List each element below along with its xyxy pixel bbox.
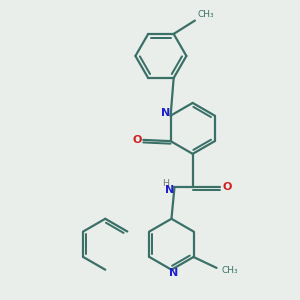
Text: N: N <box>169 268 178 278</box>
Text: CH₃: CH₃ <box>221 266 238 275</box>
Text: H: H <box>162 179 169 188</box>
Text: N: N <box>165 185 174 195</box>
Text: O: O <box>223 182 232 192</box>
Text: N: N <box>161 108 170 118</box>
Text: CH₃: CH₃ <box>197 11 214 20</box>
Text: O: O <box>133 135 142 145</box>
